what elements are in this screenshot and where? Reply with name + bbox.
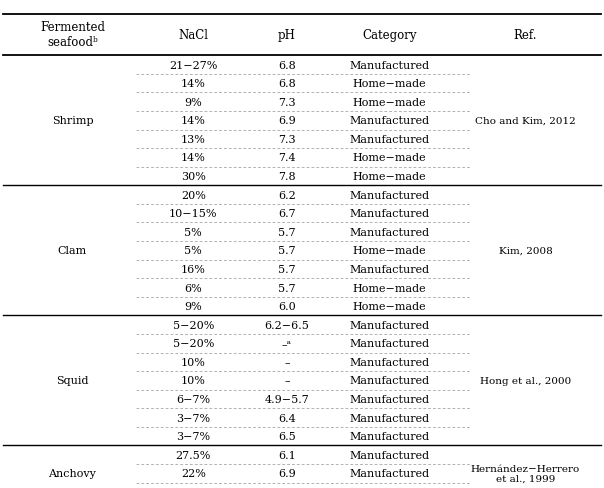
Text: 14%: 14%	[181, 79, 206, 89]
Text: Manufactured: Manufactured	[350, 264, 429, 274]
Text: 7.3: 7.3	[278, 98, 296, 107]
Text: 6.9: 6.9	[278, 116, 296, 126]
Text: 6.8: 6.8	[278, 79, 296, 89]
Text: 6.0: 6.0	[278, 302, 296, 311]
Text: Manufactured: Manufactured	[350, 116, 429, 126]
Text: 20−23%: 20−23%	[169, 487, 217, 488]
Text: Manufactured: Manufactured	[350, 487, 429, 488]
Text: Manufactured: Manufactured	[350, 357, 429, 367]
Text: –: –	[284, 357, 290, 367]
Text: 6.8: 6.8	[278, 61, 296, 70]
Text: Home−made: Home−made	[353, 98, 426, 107]
Text: Squid: Squid	[56, 376, 89, 386]
Text: 16%: 16%	[181, 264, 206, 274]
Text: Anchovy: Anchovy	[48, 468, 97, 478]
Text: 10%: 10%	[181, 376, 206, 386]
Text: NaCl: NaCl	[178, 29, 208, 42]
Text: 6.2−6.5: 6.2−6.5	[265, 320, 309, 330]
Text: 13%: 13%	[181, 135, 206, 144]
Text: Home−made: Home−made	[353, 153, 426, 163]
Text: 22%: 22%	[181, 468, 206, 478]
Text: 14%: 14%	[181, 153, 206, 163]
Text: 20%: 20%	[181, 190, 206, 200]
Text: Fermented
seafoodᵇ: Fermented seafoodᵇ	[40, 21, 105, 49]
Text: 6.1: 6.1	[278, 450, 296, 460]
Text: Home−made: Home−made	[353, 246, 426, 256]
Text: 6.4: 6.4	[278, 413, 296, 423]
Text: Hernández−Herrero
et al., 1999: Hernández−Herrero et al., 1999	[471, 464, 580, 483]
Text: 5.7: 5.7	[278, 264, 296, 274]
Text: 6−7%: 6−7%	[176, 394, 210, 404]
Text: 6.7: 6.7	[278, 209, 296, 219]
Text: 7.8: 7.8	[278, 172, 296, 182]
Text: 5.3−6.2: 5.3−6.2	[265, 487, 309, 488]
Text: Home−made: Home−made	[353, 302, 426, 311]
Text: Manufactured: Manufactured	[350, 61, 429, 70]
Text: –ᵃ: –ᵃ	[282, 339, 292, 348]
Text: Cho and Kim, 2012: Cho and Kim, 2012	[475, 117, 576, 125]
Text: Hong et al., 2000: Hong et al., 2000	[480, 376, 571, 385]
Text: 14%: 14%	[181, 116, 206, 126]
Text: Ref.: Ref.	[514, 29, 537, 42]
Text: Manufactured: Manufactured	[350, 320, 429, 330]
Text: 5−20%: 5−20%	[173, 320, 214, 330]
Text: 5−20%: 5−20%	[173, 339, 214, 348]
Text: 3−7%: 3−7%	[176, 431, 210, 441]
Text: Shrimp: Shrimp	[52, 116, 93, 126]
Text: 9%: 9%	[184, 302, 202, 311]
Text: Manufactured: Manufactured	[350, 190, 429, 200]
Text: 7.3: 7.3	[278, 135, 296, 144]
Text: 10%: 10%	[181, 357, 206, 367]
Text: Manufactured: Manufactured	[350, 450, 429, 460]
Text: 27.5%: 27.5%	[176, 450, 211, 460]
Text: 10−15%: 10−15%	[169, 209, 217, 219]
Text: 9%: 9%	[184, 98, 202, 107]
Text: –: –	[284, 376, 290, 386]
Text: Manufactured: Manufactured	[350, 413, 429, 423]
Text: 5.7: 5.7	[278, 283, 296, 293]
Text: Home−made: Home−made	[353, 172, 426, 182]
Text: Manufactured: Manufactured	[350, 431, 429, 441]
Text: Manufactured: Manufactured	[350, 376, 429, 386]
Text: 6.2: 6.2	[278, 190, 296, 200]
Text: 6.5: 6.5	[278, 431, 296, 441]
Text: 7.4: 7.4	[278, 153, 296, 163]
Text: 5.7: 5.7	[278, 227, 296, 237]
Text: 21−27%: 21−27%	[169, 61, 217, 70]
Text: 5%: 5%	[184, 227, 202, 237]
Text: 5%: 5%	[184, 246, 202, 256]
Text: 6%: 6%	[184, 283, 202, 293]
Text: Kim, 2008: Kim, 2008	[499, 246, 552, 255]
Text: Clam: Clam	[58, 246, 87, 256]
Text: 4.9−5.7: 4.9−5.7	[265, 394, 309, 404]
Text: Home−made: Home−made	[353, 283, 426, 293]
Text: 5.7: 5.7	[278, 246, 296, 256]
Text: Manufactured: Manufactured	[350, 227, 429, 237]
Text: Manufactured: Manufactured	[350, 135, 429, 144]
Text: 6.9: 6.9	[278, 468, 296, 478]
Text: Home−made: Home−made	[353, 79, 426, 89]
Text: Manufactured: Manufactured	[350, 339, 429, 348]
Text: 3−7%: 3−7%	[176, 413, 210, 423]
Text: Manufactured: Manufactured	[350, 209, 429, 219]
Text: Manufactured: Manufactured	[350, 394, 429, 404]
Text: pH: pH	[278, 29, 296, 42]
Text: Category: Category	[362, 29, 417, 42]
Text: 30%: 30%	[181, 172, 206, 182]
Text: Manufactured: Manufactured	[350, 468, 429, 478]
